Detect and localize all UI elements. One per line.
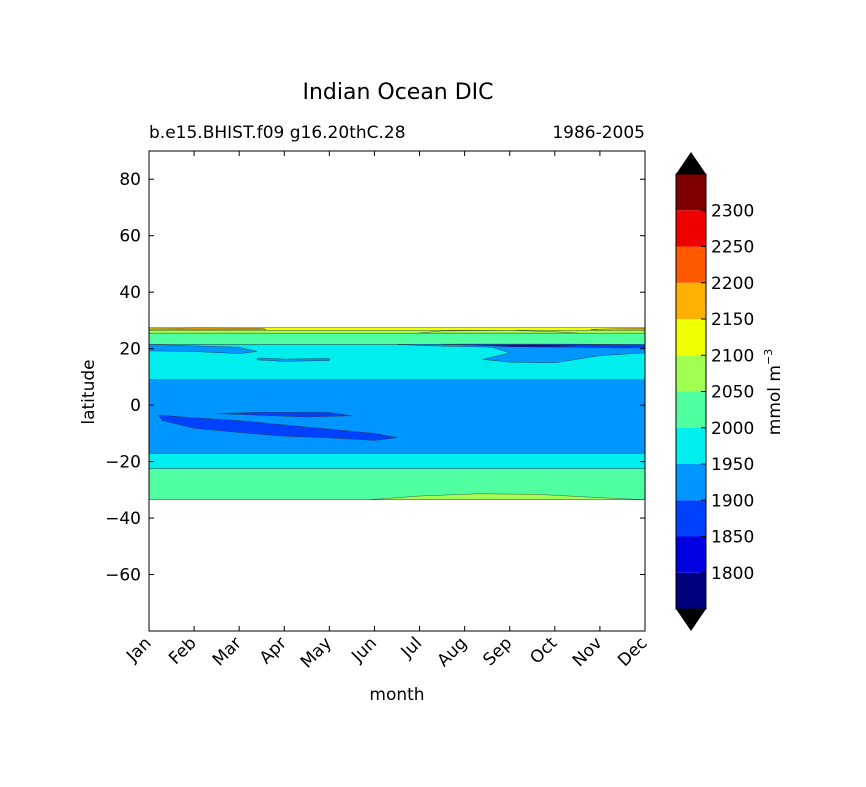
colorbar-segment	[676, 464, 706, 501]
x-tick-label: Oct	[526, 633, 561, 668]
y-tick-label: 60	[119, 227, 141, 247]
south-teal-band	[149, 452, 645, 469]
x-tick-label: Apr	[256, 633, 291, 668]
y-tick-label: −40	[105, 509, 141, 529]
colorbar-segment	[676, 572, 706, 609]
colorbar-segment	[676, 246, 706, 283]
chart-subtitle-right: 1986-2005	[552, 123, 645, 143]
x-tick-label: Nov	[569, 633, 607, 671]
colorbar-tick-label: 1950	[711, 455, 754, 475]
north-green-band	[149, 332, 645, 345]
x-tick-label: Aug	[434, 633, 472, 671]
x-tick-label: Jun	[347, 633, 381, 667]
colorbar-tick-label: 1800	[711, 564, 754, 584]
colorbar-segment	[676, 427, 706, 464]
y-axis: 80 60 40 20 0 −20 −40 −60	[105, 170, 645, 586]
colorbar-tick-label: 2300	[711, 201, 754, 221]
y-tick-label: −60	[105, 566, 141, 586]
x-axis-label: month	[369, 685, 424, 705]
colorbar-tick-label: 2150	[711, 310, 754, 330]
chart-subtitle-left: b.e15.BHIST.f09 g16.20thC.28	[149, 123, 406, 143]
colorbar-segment	[676, 210, 706, 247]
colorbar-tick-label: 2000	[711, 419, 754, 439]
north-yellow-band	[149, 327, 645, 331]
north-blue-streak-right	[396, 343, 645, 364]
south-ocean-band	[149, 468, 645, 500]
central-blue-band	[149, 379, 645, 454]
colorbar-segment	[676, 174, 706, 211]
colorbar-tick-label: 2200	[711, 274, 754, 294]
y-tick-label: 20	[119, 340, 141, 360]
colorbar-tick-label: 2250	[711, 238, 754, 258]
south-blue-lobe	[157, 414, 398, 441]
north-orange-left	[149, 327, 267, 331]
north-navy-strip	[478, 344, 578, 347]
y-tick-label: 0	[130, 396, 141, 416]
colorbar-extend-low	[676, 609, 706, 631]
x-tick-label: Jan	[122, 633, 155, 666]
x-tick-label: Sep	[479, 633, 516, 670]
colorbar-segment	[676, 391, 706, 428]
x-tick-label: Dec	[614, 633, 651, 670]
x-tick-label: Jul	[397, 633, 426, 662]
south-blue-tail	[216, 411, 352, 418]
colorbar-segment	[676, 355, 706, 392]
plot-frame	[148, 150, 646, 632]
x-tick-label: May	[297, 633, 336, 672]
x-tick-label: Mar	[209, 633, 246, 670]
y-tick-label: 80	[119, 170, 141, 190]
y-tick-label: −20	[105, 453, 141, 473]
colorbar-label-exponent: −3	[762, 349, 775, 365]
colorbar-extend-high	[676, 152, 706, 174]
colorbar-label-unit: mmol m	[765, 365, 785, 435]
colorbar-segment	[676, 536, 706, 573]
north-orange-right	[590, 328, 645, 331]
x-tick-label: Feb	[165, 633, 200, 668]
colorbar-label: mmol m−3	[762, 349, 785, 435]
colorbar-tick-label: 1850	[711, 528, 754, 548]
colorbar-tick-label: 2050	[711, 383, 754, 403]
contour-fields	[149, 327, 645, 500]
colorbar-segment	[676, 500, 706, 537]
colorbar-tick-label: 2100	[711, 346, 754, 366]
y-tick-label: 40	[119, 283, 141, 303]
colorbar-segment	[676, 282, 706, 319]
y-axis-label: latitude	[79, 359, 99, 424]
colorbar: 1800 1850 1900 1950 2000 2050 2100 2150 2200 2250…	[675, 152, 754, 631]
colorbar-segment	[676, 319, 706, 356]
south-lime-bulge	[369, 493, 645, 500]
colorbar-tick-label: 1900	[711, 491, 754, 511]
north-blue-streak-left	[149, 344, 258, 354]
north-lime-bump	[419, 330, 578, 334]
chart-title: Indian Ocean DIC	[302, 80, 493, 105]
north-blue-streak-mid	[257, 357, 330, 362]
